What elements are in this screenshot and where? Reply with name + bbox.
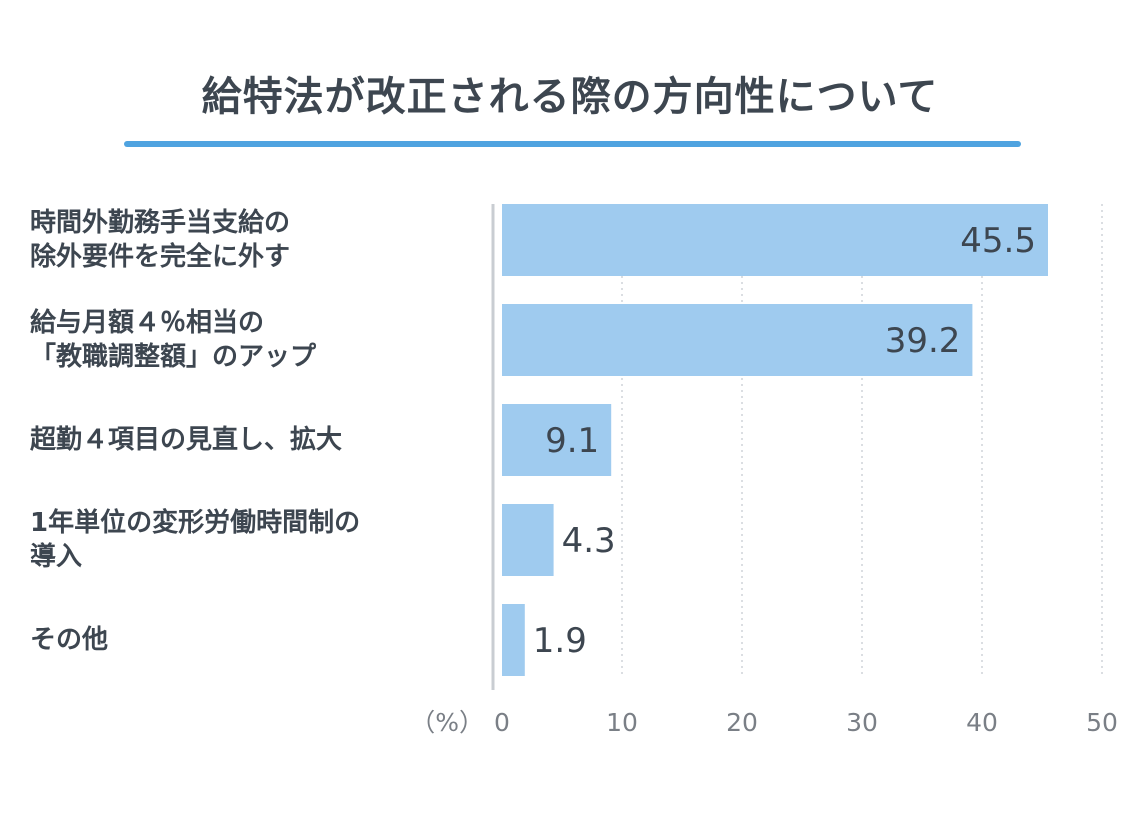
x-tick-label: 50 bbox=[1086, 708, 1118, 737]
bar bbox=[502, 604, 525, 676]
bar bbox=[502, 504, 554, 576]
bar bbox=[502, 404, 612, 476]
category-label: 1年単位の変形労働時間制の 導入 bbox=[30, 506, 480, 574]
category-label: その他 bbox=[30, 623, 480, 657]
category-label-line: 超勤４項目の見直し、拡大 bbox=[30, 425, 343, 455]
value-label: 4.3 bbox=[562, 521, 616, 561]
value-label: 39.2 bbox=[885, 321, 961, 361]
category-label-line: その他 bbox=[30, 625, 109, 655]
category-label: 時間外勤務手当支給の 除外要件を完全に外す bbox=[30, 206, 480, 274]
x-tick-label: 30 bbox=[846, 708, 878, 737]
x-tick-label: 20 bbox=[726, 708, 758, 737]
chart-title: 給特法が改正される際の方向性について bbox=[201, 74, 939, 120]
category-label: 給与月額４％相当の「教職調整額」のアップ bbox=[30, 306, 480, 374]
category-label-line: 除外要件を完全に外す bbox=[30, 242, 291, 272]
x-tick-label: 0 bbox=[494, 708, 510, 737]
category-label-line: 「教職調整額」のアップ bbox=[30, 342, 317, 372]
unit-label: （%） bbox=[410, 708, 484, 737]
bar bbox=[502, 304, 973, 376]
value-label: 1.9 bbox=[533, 621, 587, 661]
title-underline bbox=[124, 141, 1021, 147]
bar bbox=[502, 204, 1048, 276]
category-label-line: 導入 bbox=[30, 542, 83, 572]
value-label: 45.5 bbox=[960, 221, 1036, 261]
category-label-line: 給与月額４％相当の bbox=[30, 308, 265, 338]
value-label: 9.1 bbox=[545, 421, 599, 461]
x-tick-label: 40 bbox=[966, 708, 998, 737]
category-label: 超勤４項目の見直し、拡大 bbox=[30, 423, 480, 457]
category-label-line: 1年単位の変形労働時間制の bbox=[30, 508, 361, 538]
x-tick-label: 10 bbox=[606, 708, 638, 737]
category-label-line: 時間外勤務手当支給の bbox=[30, 208, 291, 238]
